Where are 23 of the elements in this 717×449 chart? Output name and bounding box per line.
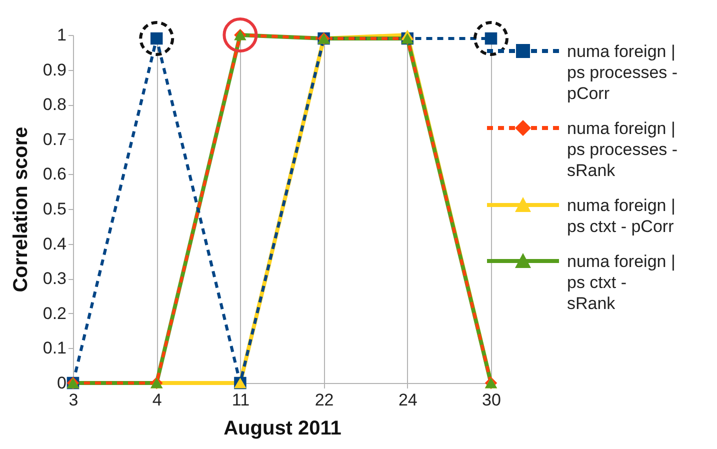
y-tick-label: 0.1 bbox=[42, 338, 66, 358]
y-tick-label: 0.6 bbox=[42, 164, 66, 184]
x-tick-label: 30 bbox=[482, 390, 501, 410]
y-tick-label: 0.3 bbox=[42, 269, 66, 288]
x-tick-label: 22 bbox=[314, 390, 334, 410]
legend-label: numa foreign | ps processes - pCorr bbox=[567, 41, 679, 104]
y-tick-label: 0.4 bbox=[42, 234, 66, 254]
x-tick-label: 3 bbox=[68, 390, 78, 410]
y-tick-label: 0.8 bbox=[42, 95, 66, 114]
y-tick-label: 0.9 bbox=[42, 60, 66, 80]
x-tick-label: 11 bbox=[232, 390, 250, 410]
legend-label: numa foreign | ps ctxt - sRank bbox=[567, 251, 676, 314]
y-tick-label: 1 bbox=[57, 26, 66, 44]
legend-label: numa foreign | ps ctxt - pCorr bbox=[567, 195, 676, 237]
x-axis-title: August 2011 bbox=[224, 418, 342, 440]
y-axis-title: Correlation score bbox=[10, 126, 32, 292]
y-tick-label: 0.5 bbox=[42, 200, 66, 218]
y-tick-label: 0.7 bbox=[42, 130, 66, 149]
y-tick-label: 0.2 bbox=[42, 304, 66, 323]
x-tick-label: 24 bbox=[398, 390, 418, 410]
x-tick-label: 4 bbox=[152, 390, 162, 410]
y-tick-label: 0 bbox=[57, 374, 66, 392]
legend-label: numa foreign | ps processes - sRank bbox=[567, 118, 679, 181]
